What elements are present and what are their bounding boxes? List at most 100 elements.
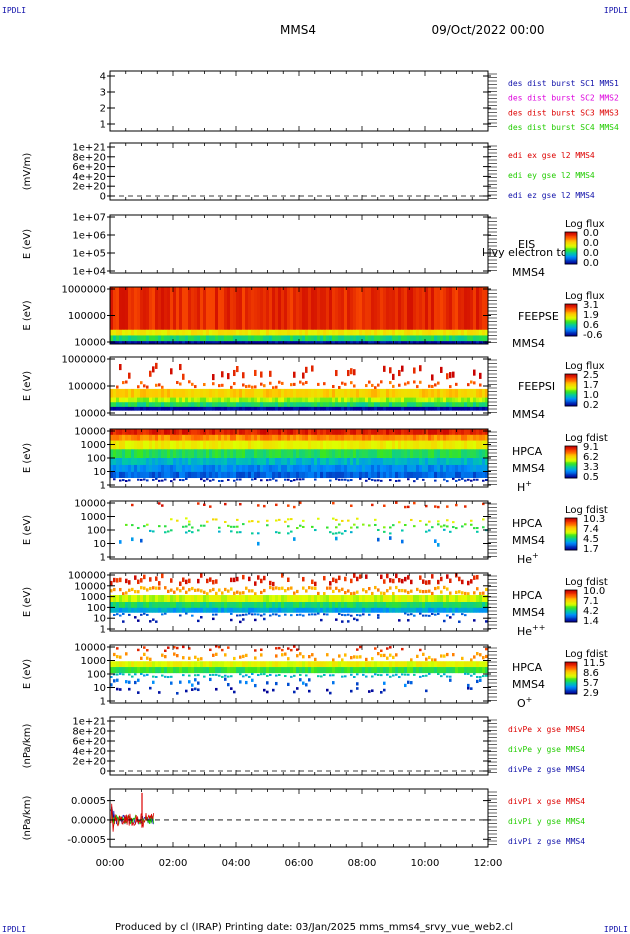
spectrogram-cell [179, 449, 183, 459]
spectrogram-cell [275, 341, 279, 345]
spectrogram-cell [452, 458, 456, 466]
spectrogram-cell [383, 471, 387, 479]
spectrogram-cell [197, 588, 200, 592]
spectrogram-cell [152, 434, 156, 441]
colorbar-tick-label: 0.0 [583, 238, 599, 249]
spectrogram-cell [365, 479, 368, 482]
spectrogram-cell [293, 458, 297, 466]
spectrogram-cell [143, 440, 147, 450]
spectrogram-cell [464, 406, 468, 411]
spectrogram-cell [308, 388, 312, 398]
spectrogram-cell [239, 388, 243, 398]
spectrogram-cell [242, 388, 246, 398]
spectrogram-cell [293, 397, 297, 403]
spectrogram-cell [188, 667, 192, 674]
spectrogram-cell [407, 329, 411, 336]
panel-frame [109, 500, 489, 560]
spectrogram-cell [230, 577, 233, 583]
spectrogram-cell [299, 406, 303, 411]
spectrogram-cell [230, 471, 234, 479]
spectrogram-cell [482, 341, 486, 345]
y-tick-label: 4e+20 [72, 747, 106, 758]
spectrogram-cell [221, 479, 224, 482]
spectrogram-cell [137, 335, 141, 342]
spectrogram-cell [134, 397, 138, 403]
spectrogram-cell [119, 672, 122, 675]
colorbar-swatch [565, 670, 577, 672]
spectrogram-cell [440, 434, 444, 441]
spectrogram-cell [428, 661, 432, 668]
spectrogram-cell [422, 661, 426, 668]
spectrogram-cell [434, 479, 437, 482]
colorbar-swatch [565, 460, 577, 463]
spectrogram-cell [446, 373, 449, 380]
spectrogram-cell [176, 402, 180, 408]
spectrogram-cell [467, 672, 470, 675]
spectrogram-cell [365, 429, 369, 436]
spectrogram-cell [425, 464, 429, 473]
spectrogram-cell [311, 329, 315, 336]
spectrogram-cell [467, 602, 471, 609]
spectrogram-cell [371, 287, 375, 331]
spectrogram-cell [227, 589, 230, 593]
spectrogram-cell [383, 653, 386, 658]
spectrogram-cell [152, 471, 156, 479]
spectrogram-cell [365, 388, 369, 398]
spectrogram-cell [128, 471, 132, 479]
spectrogram-cell [197, 607, 201, 613]
spectrogram-cell [458, 434, 462, 441]
spectrogram-cell [206, 458, 210, 466]
spectrogram-cell [230, 607, 234, 613]
spectrogram-cell [143, 384, 146, 388]
spectrogram-cell [209, 464, 213, 473]
spectrogram-cell [143, 525, 146, 528]
spectrogram-cell [389, 381, 392, 385]
spectrogram-cell [176, 335, 180, 342]
spectrogram-cell [152, 449, 156, 459]
spectrogram-cell [275, 674, 278, 677]
spectrogram-cell [305, 661, 309, 668]
spectrogram-cell [407, 381, 410, 385]
spectrogram-cell [254, 449, 258, 459]
spectrogram-cell [425, 329, 429, 336]
spectrogram-cell [344, 406, 348, 411]
spectrogram-cell [428, 384, 431, 388]
spectrogram-cell [401, 529, 404, 532]
spectrogram-cell [218, 440, 222, 450]
spectrogram-cell [431, 667, 435, 674]
spectrogram-cell [338, 341, 342, 345]
spectrogram-cell [341, 613, 344, 616]
spectrogram-cell [140, 434, 144, 441]
spectrogram-cell [212, 602, 216, 609]
spectrogram-cell [344, 449, 348, 459]
spectrogram-cell [359, 667, 363, 674]
spectrogram-cell [395, 449, 399, 459]
spectrogram-cell [290, 518, 293, 521]
spectrogram-cell [209, 341, 213, 345]
spectrogram-cell [110, 675, 113, 678]
colorbar-swatch [565, 546, 577, 548]
spectrogram-cell [443, 458, 447, 466]
spectrogram-cell [302, 335, 306, 342]
spectrogram-cell [110, 287, 114, 331]
spectrogram-cell [188, 434, 192, 441]
spectrogram-cell [167, 335, 171, 342]
spectrogram-cell [476, 440, 480, 450]
y-tick-label: 4e+20 [72, 172, 106, 183]
spectrogram-cell [200, 429, 204, 436]
spectrogram-cell [191, 526, 194, 529]
spectrogram-cell [377, 329, 381, 336]
colorbar-swatch [565, 253, 577, 256]
spectrogram-cell [182, 406, 186, 411]
colorbar-swatch [565, 387, 577, 390]
spectrogram-cell [401, 588, 404, 593]
colorbar-swatch [565, 244, 577, 246]
spectrogram-cell [200, 341, 204, 345]
spectrogram-cell [293, 667, 297, 674]
species-charge: + [532, 551, 539, 560]
spectrogram-cell [116, 406, 120, 411]
spectrogram-cell [206, 578, 209, 584]
spectrogram-cell [419, 595, 423, 603]
spectrogram-cell [164, 471, 168, 479]
